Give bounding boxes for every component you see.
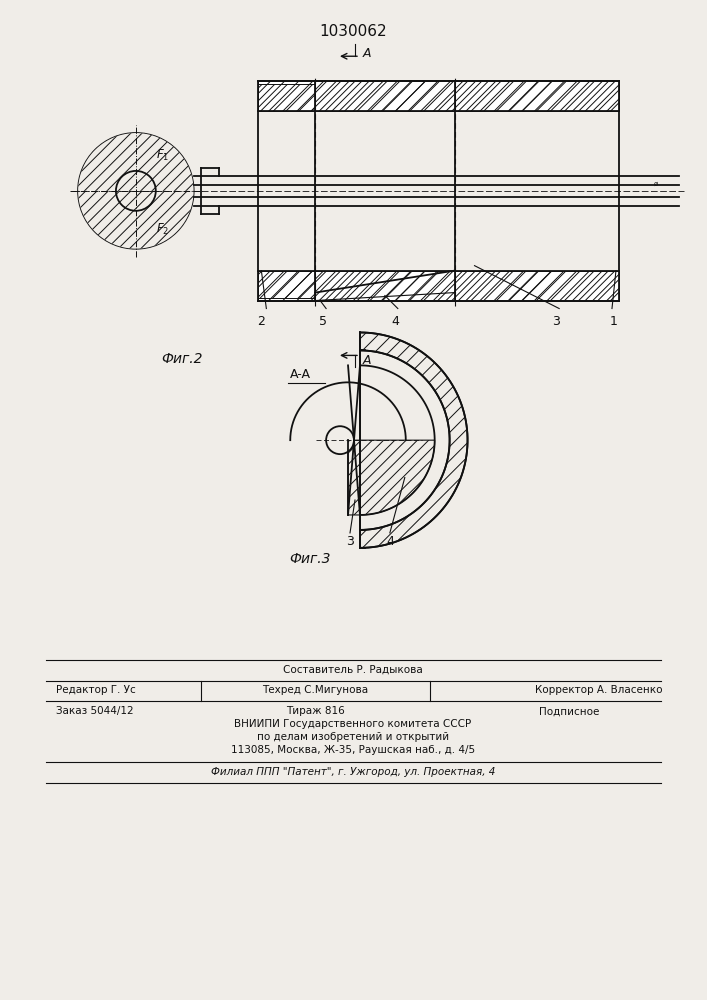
- Text: Подписное: Подписное: [539, 706, 600, 716]
- Text: 3: 3: [552, 315, 560, 328]
- Text: ВНИИПИ Государственного комитета СССР: ВНИИПИ Государственного комитета СССР: [235, 719, 472, 729]
- Text: A-A: A-A: [291, 368, 311, 381]
- Polygon shape: [348, 440, 435, 515]
- Polygon shape: [258, 84, 315, 111]
- PathPatch shape: [78, 191, 194, 249]
- Text: Тираж 816: Тираж 816: [286, 706, 344, 716]
- Text: 3: 3: [346, 535, 354, 548]
- Text: 5: 5: [319, 315, 327, 328]
- Circle shape: [116, 171, 156, 211]
- Text: A: A: [363, 47, 371, 60]
- PathPatch shape: [258, 84, 315, 111]
- PathPatch shape: [455, 81, 619, 111]
- Text: Корректор А. Власенко: Корректор А. Власенко: [535, 685, 662, 695]
- Text: 1: 1: [610, 315, 618, 328]
- Text: Заказ 5044/12: Заказ 5044/12: [56, 706, 134, 716]
- Text: 2: 2: [257, 315, 265, 328]
- Text: Техред С.Мигунова: Техред С.Мигунова: [262, 685, 368, 695]
- Text: $F_1$: $F_1$: [156, 148, 169, 163]
- Text: 113085, Москва, Ж-35, Раушская наб., д. 4/5: 113085, Москва, Ж-35, Раушская наб., д. …: [231, 745, 475, 755]
- Polygon shape: [258, 271, 315, 298]
- Text: Составитель Р. Радыкова: Составитель Р. Радыкова: [283, 665, 423, 675]
- Text: 1030062: 1030062: [319, 24, 387, 39]
- Text: Фиг.2: Фиг.2: [160, 352, 202, 366]
- Text: $F_2$: $F_2$: [156, 222, 169, 237]
- Text: 4: 4: [386, 535, 394, 548]
- PathPatch shape: [455, 271, 619, 301]
- PathPatch shape: [78, 133, 194, 191]
- Text: Редактор Г. Ус: Редактор Г. Ус: [56, 685, 136, 695]
- Polygon shape: [455, 271, 619, 301]
- PathPatch shape: [258, 271, 315, 298]
- Text: ø: ø: [654, 181, 658, 187]
- Polygon shape: [315, 81, 455, 111]
- Text: A: A: [363, 354, 371, 367]
- Polygon shape: [78, 191, 194, 249]
- PathPatch shape: [348, 440, 435, 515]
- PathPatch shape: [360, 332, 467, 548]
- Polygon shape: [258, 81, 619, 111]
- Polygon shape: [455, 81, 619, 111]
- PathPatch shape: [315, 271, 455, 301]
- Polygon shape: [258, 271, 619, 301]
- Polygon shape: [315, 271, 455, 301]
- Text: 4: 4: [391, 315, 399, 328]
- Polygon shape: [78, 133, 194, 191]
- Text: по делам изобретений и открытий: по делам изобретений и открытий: [257, 732, 449, 742]
- PathPatch shape: [258, 81, 619, 111]
- Text: Фиг.3: Фиг.3: [289, 552, 331, 566]
- PathPatch shape: [315, 81, 455, 111]
- Polygon shape: [360, 332, 467, 548]
- PathPatch shape: [258, 271, 619, 301]
- Text: Филиал ППП "Патент", г. Ужгород, ул. Проектная, 4: Филиал ППП "Патент", г. Ужгород, ул. Про…: [211, 767, 495, 777]
- Circle shape: [326, 426, 354, 454]
